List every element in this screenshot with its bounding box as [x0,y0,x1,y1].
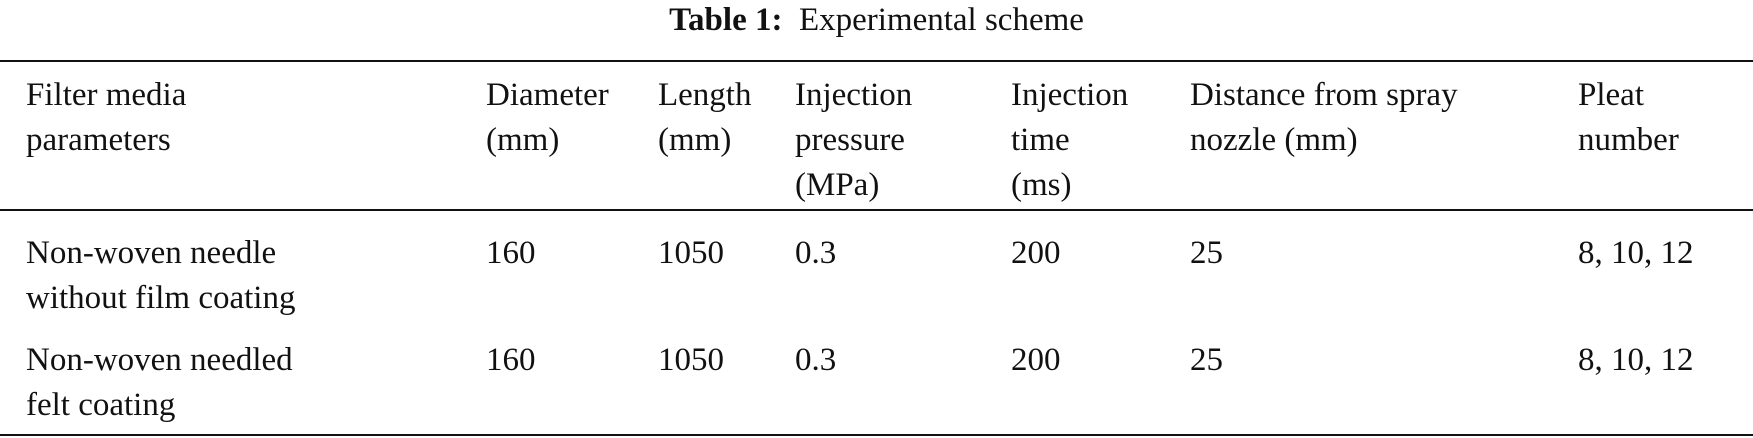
bottom-rule [0,434,1753,436]
header-injection-pressure-line: (MPa) [795,167,880,203]
row-1-media-line: Non-woven needle [26,235,277,271]
row-2-pleats: 8, 10, 12 [1578,342,1694,378]
header-injection-time: Injection time (ms) [1011,73,1128,208]
caption-label: Table 1: [669,2,783,38]
row-1-pleats: 8, 10, 12 [1578,235,1694,271]
row-1-diameter: 160 [486,235,536,271]
row-1-time: 200 [1011,235,1061,271]
row-1-pressure: 0.3 [795,235,837,271]
header-filter-media-line: parameters [26,122,171,158]
header-length-line: (mm) [658,122,732,158]
header-injection-pressure-line: pressure [795,122,905,158]
header-distance-line: Distance from spray [1190,77,1458,113]
caption-title: Experimental scheme [798,2,1084,38]
header-distance: Distance from spray nozzle (mm) [1190,73,1458,163]
row-2-distance: 25 [1190,342,1223,378]
row-1-media: Non-woven needle without film coating [26,231,295,321]
row-2-media-line: Non-woven needled [26,342,293,378]
row-2-media: Non-woven needled felt coating [26,338,293,428]
row-1-distance: 25 [1190,235,1223,271]
header-length-line: Length [658,77,752,113]
header-distance-line: nozzle (mm) [1190,122,1358,158]
row-2-length: 1050 [658,342,724,378]
top-rule [0,60,1753,62]
header-filter-media-line: Filter media [26,77,187,113]
row-2-media-line: felt coating [26,387,176,423]
row-1-length: 1050 [658,235,724,271]
header-pleat-number-line: Pleat [1578,77,1644,113]
header-diameter: Diameter (mm) [486,73,609,163]
header-injection-pressure-line: Injection [795,77,913,113]
header-diameter-line: (mm) [486,122,560,158]
header-injection-time-line: Injection [1011,77,1129,113]
row-2-pressure: 0.3 [795,342,837,378]
header-injection-time-line: time [1011,122,1070,158]
table-caption: Table 1: Experimental scheme [0,0,1753,42]
header-pleat-number-line: number [1578,122,1679,158]
row-1-media-line: without film coating [26,280,296,316]
header-rule [0,209,1753,211]
header-injection-pressure: Injection pressure (MPa) [795,73,912,208]
header-length: Length (mm) [658,73,751,163]
header-injection-time-line: (ms) [1011,167,1072,203]
row-2-time: 200 [1011,342,1061,378]
row-2-diameter: 160 [486,342,536,378]
header-filter-media: Filter media parameters [26,73,186,163]
header-diameter-line: Diameter [486,77,609,113]
header-pleat-number: Pleat number [1578,73,1679,163]
